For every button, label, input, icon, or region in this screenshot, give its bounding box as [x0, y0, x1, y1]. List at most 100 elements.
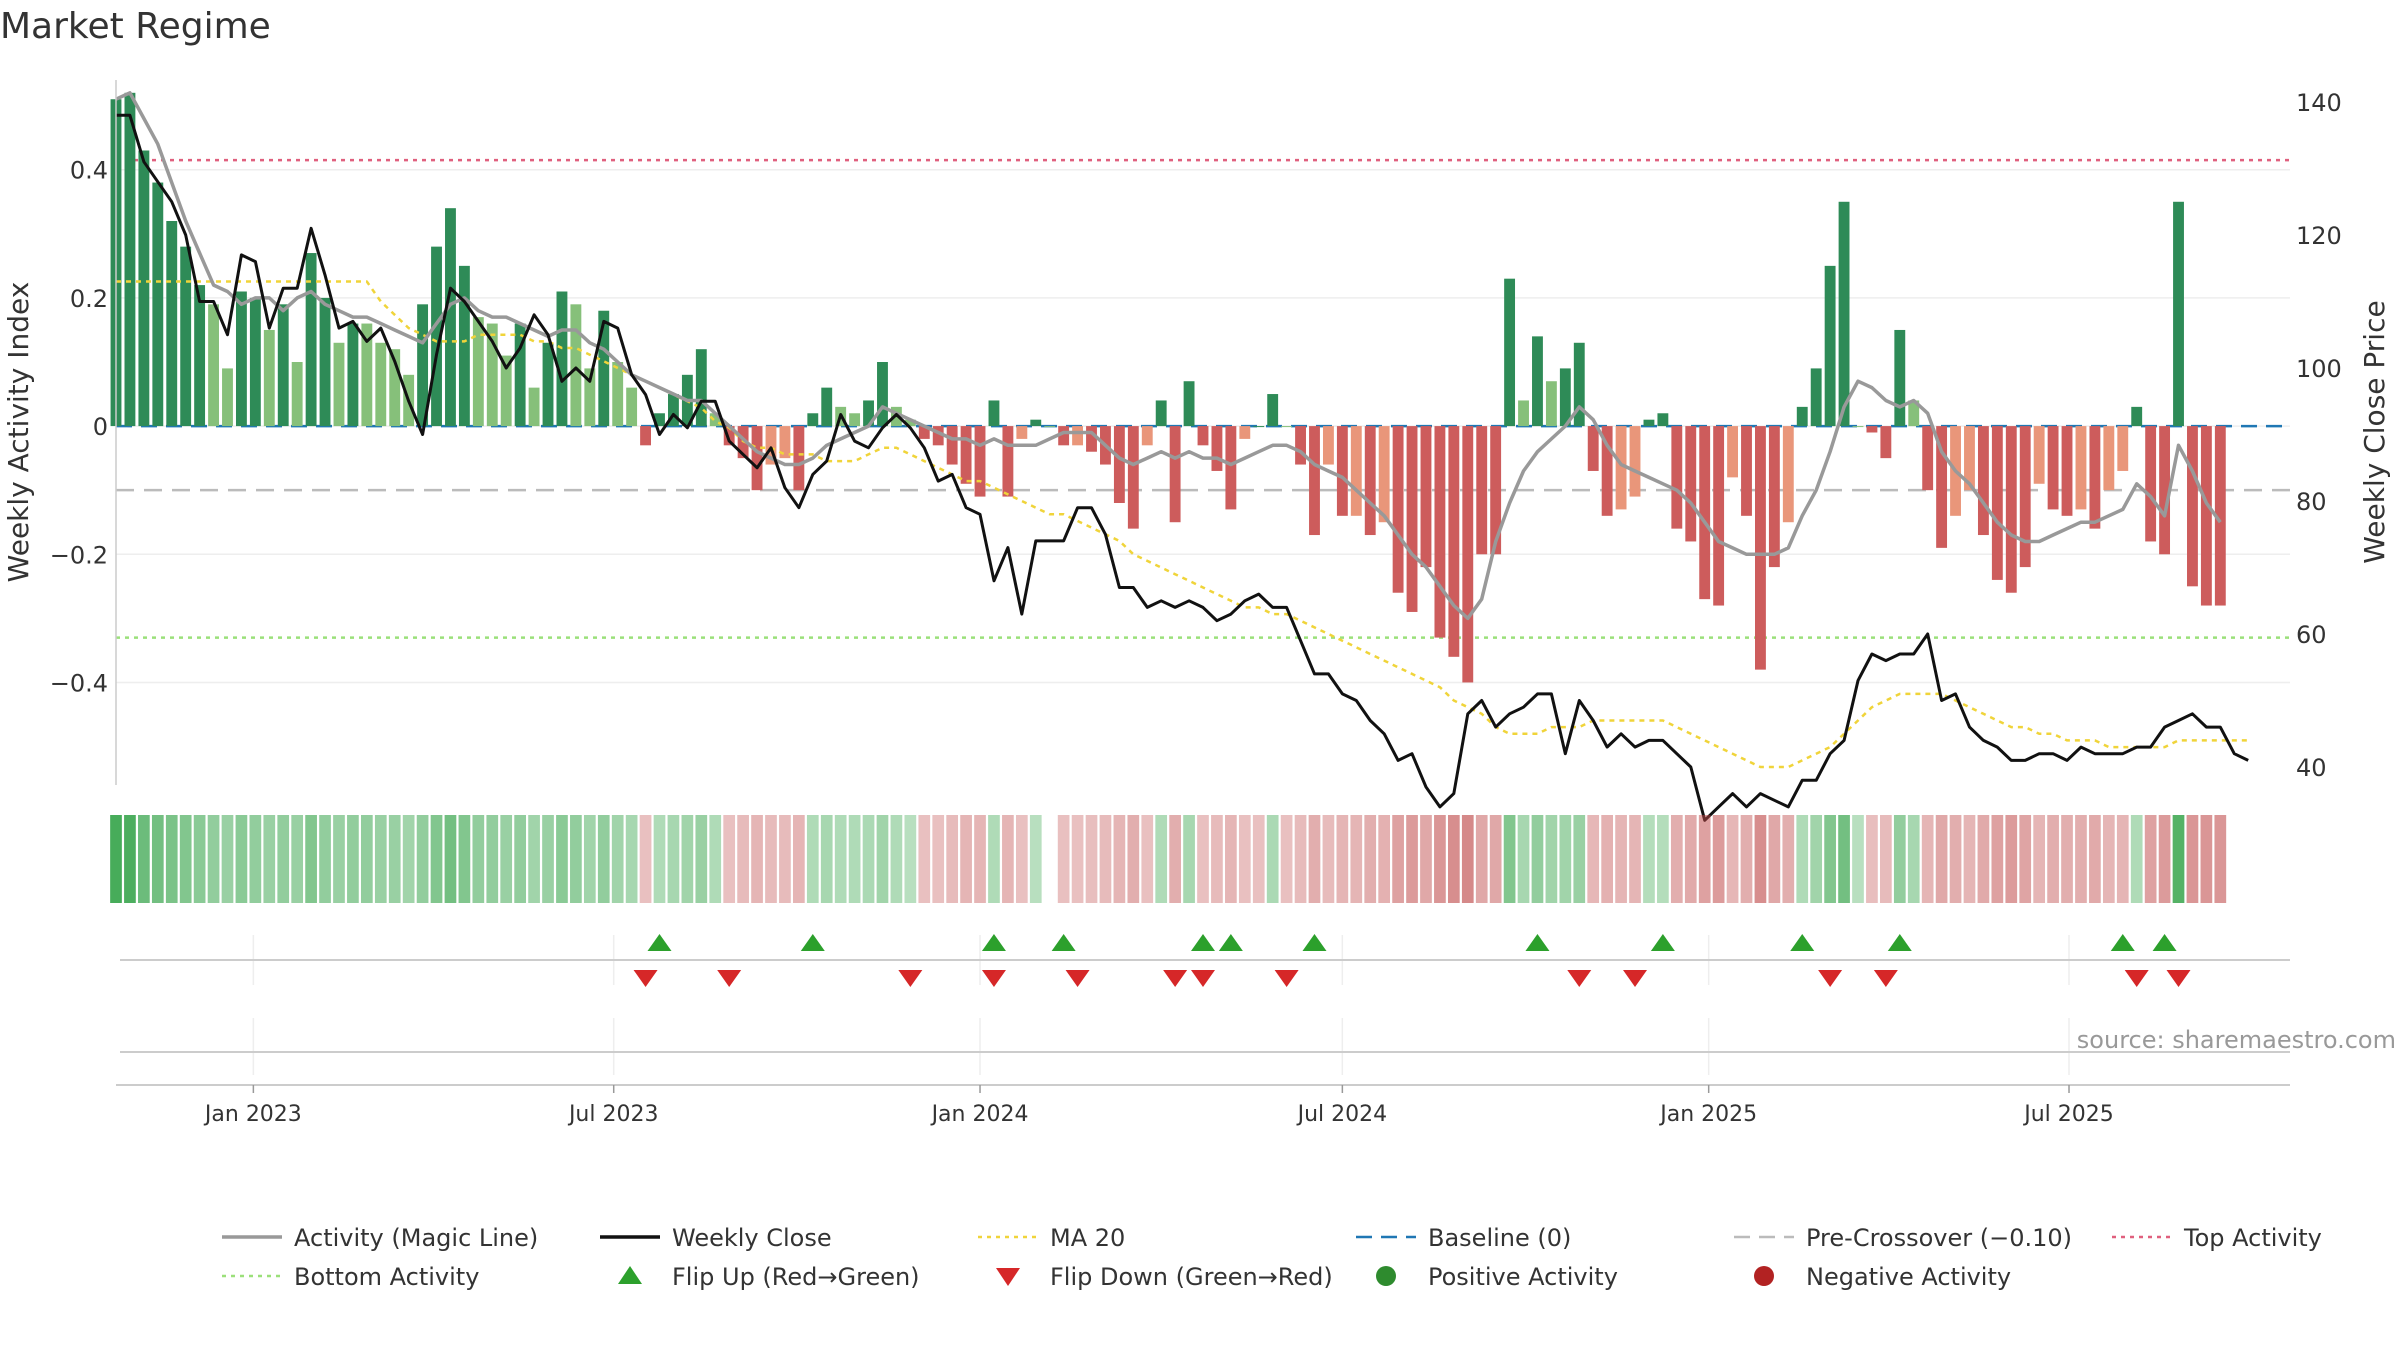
activity-bar	[1030, 419, 1042, 427]
activity-bar	[1127, 426, 1139, 529]
x-tick-label: Jan 2025	[1658, 1102, 1757, 1127]
activity-bar	[1211, 426, 1223, 471]
regime-strip-cell	[667, 815, 680, 903]
regime-strip-cell	[1503, 815, 1516, 903]
activity-bar	[1824, 265, 1836, 427]
activity-bar	[1113, 426, 1125, 503]
regime-strip-cell	[1545, 815, 1558, 903]
regime-strip-cell	[124, 815, 136, 903]
regime-strip-cell	[1991, 815, 2004, 903]
regime-strip-cell	[1684, 815, 1697, 903]
activity-bar	[1936, 426, 1948, 548]
y-tick-label-left: 0.2	[70, 285, 108, 313]
regime-strip-cell	[1252, 815, 1265, 903]
regime-strip-cell	[862, 815, 875, 903]
flip-down-marker	[1567, 970, 1592, 987]
activity-bar	[1239, 426, 1251, 439]
activity-bar	[1253, 426, 1265, 428]
regime-strip-cell	[2186, 815, 2199, 903]
flip-up-marker	[647, 934, 672, 951]
activity-bar	[166, 221, 178, 427]
flip-up-marker	[1525, 934, 1550, 951]
flip-up-marker	[1051, 934, 1076, 951]
regime-strip-cell	[165, 815, 178, 903]
activity-bar	[1866, 426, 1878, 433]
regime-strip-cell	[333, 815, 345, 903]
regime-strip-cell	[904, 815, 917, 903]
regime-strip-cell	[1880, 815, 1892, 903]
y-tick-label-right: 40	[2296, 754, 2327, 782]
activity-bar	[1685, 426, 1697, 542]
regime-strip-cell	[779, 815, 791, 903]
flip-up-marker	[2152, 934, 2177, 951]
activity-bar	[1476, 426, 1488, 555]
regime-strip-cell	[1698, 815, 1711, 903]
regime-strip-cell	[444, 815, 457, 903]
activity-bar	[1392, 426, 1404, 593]
regime-strip-cell	[1768, 815, 1781, 903]
ma20-line	[116, 280, 2249, 769]
regime-strip-cell	[2061, 815, 2073, 903]
regime-strip-cell	[876, 815, 889, 903]
flip-up-marker	[1650, 934, 1675, 951]
regime-strip-cell	[179, 815, 192, 903]
activity-bar	[2173, 201, 2184, 427]
legend-swatch-dot	[1376, 1266, 1396, 1286]
flip-down-marker	[1274, 970, 1299, 987]
regime-strip-cell	[1002, 815, 1014, 903]
legend: Activity (Magic Line) Weekly Close MA 20 Ba…	[222, 1224, 2322, 1291]
regime-strip-cell	[1336, 815, 1349, 903]
regime-strip-cell	[2130, 815, 2143, 903]
regime-strip-cell	[472, 815, 485, 903]
left-axis-label: Weekly Activity Index	[2, 282, 35, 583]
regime-strip-cell	[319, 815, 331, 903]
regime-strip-cell	[834, 815, 847, 903]
y-tick-label-right: 140	[2296, 89, 2342, 117]
activity-bar	[1880, 426, 1892, 459]
regime-strip-cell	[1141, 815, 1154, 903]
flip-down-marker	[1623, 970, 1648, 987]
regime-strip-cell	[458, 815, 471, 903]
flip-up-marker	[1302, 934, 1327, 951]
activity-bar	[1977, 426, 1989, 536]
legend-label: Top Activity	[2183, 1224, 2322, 1252]
x-tick-label: Jul 2024	[1296, 1102, 1388, 1127]
regime-strip-cell	[1461, 815, 1474, 903]
regime-strip-cell	[347, 815, 359, 903]
regime-strip-cell	[737, 815, 749, 903]
regime-strip-cell	[1712, 815, 1725, 903]
activity-bar	[1295, 426, 1306, 465]
regime-strip-cell	[681, 815, 694, 903]
legend-item: Pre-Crossover (−0.10)	[1734, 1224, 2072, 1252]
activity-bar	[1434, 426, 1446, 638]
activity-bar	[1197, 426, 1209, 446]
regime-strip-cell	[416, 815, 429, 903]
activity-bar	[1838, 201, 1850, 427]
activity-bar	[1364, 426, 1376, 536]
chart-title: Market Regime	[0, 6, 271, 47]
activity-bar	[2159, 426, 2171, 555]
regime-strip-cell	[1740, 815, 1753, 903]
regime-strip-cell	[1085, 815, 1098, 903]
activity-bar	[1072, 426, 1084, 446]
regime-strip-cell	[1322, 815, 1335, 903]
activity-bar	[1378, 426, 1390, 523]
regime-strip-cell	[625, 815, 638, 903]
regime-strip-cell	[277, 815, 290, 903]
legend-label: Activity (Magic Line)	[294, 1224, 538, 1252]
regime-strip-cell	[1643, 815, 1655, 903]
activity-bar	[1183, 381, 1195, 427]
axes: 0.4 0.2 0 −0.2 −0.4 140 120 100 80 60 40	[50, 80, 2342, 785]
activity-bar	[389, 349, 401, 427]
regime-strip-cell	[2214, 815, 2227, 903]
regime-strip-cell	[138, 815, 150, 903]
regime-strip-cell	[1238, 815, 1251, 903]
regime-strip-cell	[249, 815, 262, 903]
legend-label: Bottom Activity	[294, 1263, 479, 1291]
regime-strip-cell	[751, 815, 763, 903]
activity-bar	[1559, 368, 1571, 427]
activity-bar	[849, 413, 861, 427]
regime-strip-cell	[1531, 815, 1544, 903]
regime-strip-cell	[2089, 815, 2101, 903]
y-tick-label-left: 0	[93, 413, 108, 441]
